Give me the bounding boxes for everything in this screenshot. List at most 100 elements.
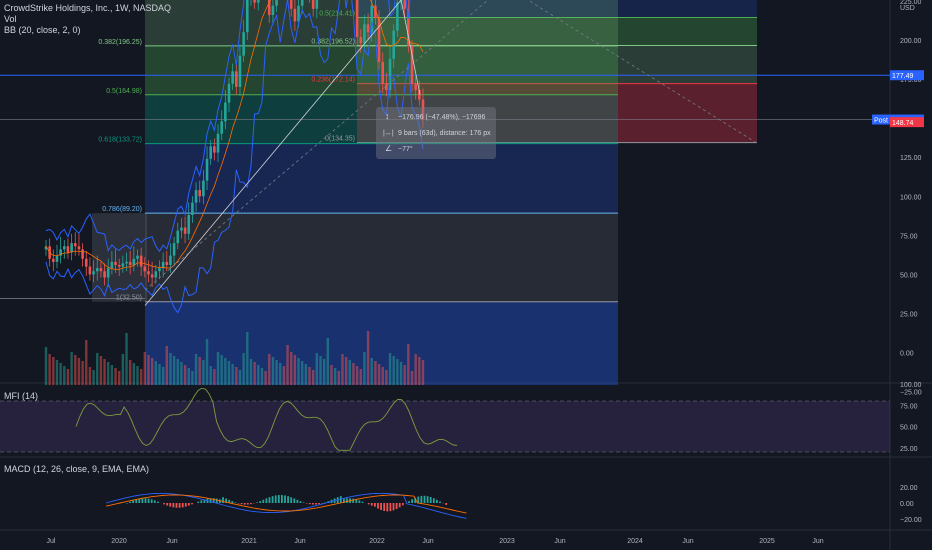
time-tick: Jun [294,538,305,545]
volume-bar [330,365,333,385]
macd-histogram-bar [184,503,187,507]
volume-bar [374,361,377,385]
volume-bar [286,345,289,385]
macd-histogram-bar [312,503,314,505]
fib-zone [357,0,757,18]
volume-bar [344,357,348,385]
mfi-label[interactable]: MFI (14) [4,391,39,401]
macd-histogram-bar [367,503,370,505]
volume-bar [220,355,223,385]
volume-bar [183,365,187,385]
volume-bar [103,359,106,385]
candle-body [311,0,315,9]
volume-bar [311,370,315,385]
candle-body [95,268,99,272]
candle-body [205,158,209,181]
time-tick: 2022 [369,538,385,545]
macd-histogram-bar [395,503,398,510]
volume-bar [125,333,128,385]
macd-histogram-bar [436,499,438,503]
volume-bar [242,353,245,385]
measure-tooltip [376,107,496,159]
candle-body [374,5,377,19]
mfi-tick: 75.00 [900,403,918,410]
volume-bar [359,369,362,385]
candle-body [407,8,410,47]
trend-line [527,0,758,144]
macd-line [105,492,467,519]
candle-body [84,258,88,267]
volume-bar [322,359,326,385]
candle-body [242,32,245,56]
volume-bar [308,367,311,385]
candle-body [136,255,139,259]
volume-bar [410,371,414,385]
volume-bar [187,368,190,385]
volume-bar [59,363,62,385]
macd-histogram-bar [302,502,305,503]
volume-bar [392,356,395,385]
candle-body [154,271,158,278]
candle-body [73,243,77,247]
candle-body [44,246,48,250]
volume-bar [114,368,117,385]
volume-bar [147,355,150,385]
mfi-band [0,401,890,452]
candle-body [183,227,187,234]
volume-bar [154,361,157,385]
candle-body [359,36,363,44]
vol-label[interactable]: Vol [4,14,17,24]
volume-bar [333,368,337,385]
volume-bar [70,352,73,385]
volume-bar [253,362,256,385]
macd-histogram-bar [172,503,175,508]
bb-basis [45,0,424,270]
macd-histogram-bar [209,498,212,503]
macd-histogram-bar [169,503,172,507]
volume-bar [301,361,304,385]
candle-body [52,258,55,262]
candle-body [315,0,319,9]
price-tag-label: 148.74 [892,120,914,127]
post-market-label: Post [874,118,888,125]
macd-histogram-bar [144,498,147,503]
fib-label: 0.382(196.25) [98,39,142,46]
fib-zone [357,45,757,84]
candle-body [117,265,121,267]
macd-histogram-bar [383,503,386,512]
time-tick: 2023 [499,538,515,545]
candle-body [55,255,59,262]
macd-histogram-bar [243,503,246,505]
macd-histogram-bar [225,498,227,503]
macd-histogram-bar [284,495,286,503]
time-tick: 2021 [241,538,257,545]
fib-zone [357,17,757,46]
bb-label[interactable]: BB (20, close, 2, 0) [4,25,81,35]
volume-bar [209,366,212,385]
symbol-title[interactable]: CrowdStrike Holdings, Inc., 1W, NASDAQ [4,3,172,13]
macd-label[interactable]: MACD (12, 26, close, 9, EMA, EMA) [4,464,150,474]
volume-bar [407,344,410,385]
macd-histogram-bar [343,498,345,503]
candle-body [220,121,223,134]
volume-bar [363,352,366,385]
candle-body [92,271,95,275]
volume-bar [337,371,340,385]
macd-histogram-bar [262,499,265,503]
candle-body [147,271,150,275]
macd-histogram-bar [132,500,134,503]
volume-bar [355,366,359,385]
volume-bar [388,353,392,385]
time-tick: Jun [166,538,177,545]
candle-body [161,261,165,269]
macd-histogram-bar [290,497,293,503]
price-tick: 100.00 [900,194,922,201]
macd-histogram-bar [200,500,203,503]
candle-body [355,0,359,37]
mfi-tick: 25.00 [900,446,918,453]
mfi-tick: 50.00 [900,425,918,432]
volume-bar [150,358,154,385]
time-tick: Jun [554,538,565,545]
mfi-line [75,387,458,451]
